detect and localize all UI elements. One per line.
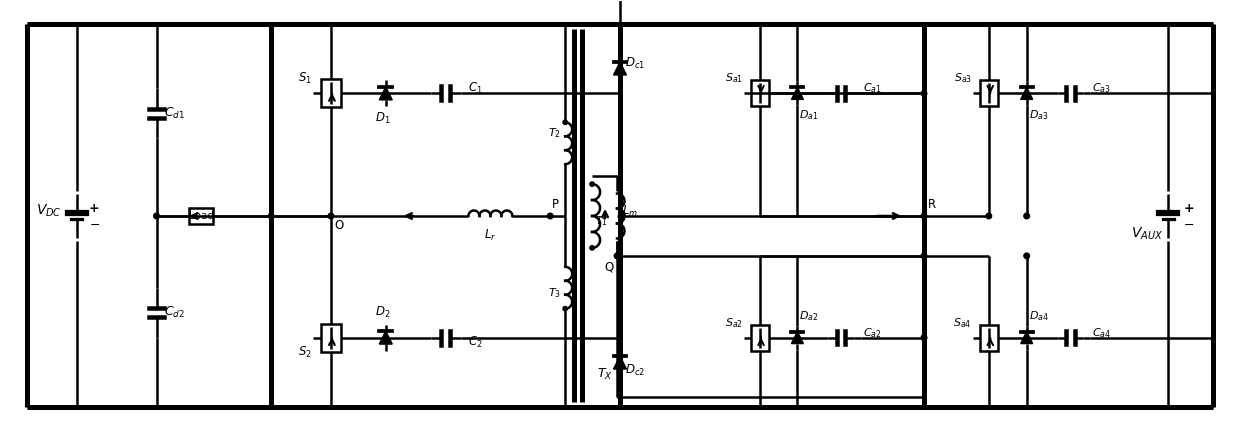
- Text: $D_{a1}$: $D_{a1}$: [800, 108, 818, 122]
- Circle shape: [329, 213, 334, 219]
- Text: Q: Q: [605, 261, 614, 274]
- Text: $V_{DC}$: $V_{DC}$: [36, 203, 62, 219]
- Text: $L_m$: $L_m$: [622, 203, 639, 219]
- Text: $S_{a2}$: $S_{a2}$: [724, 316, 743, 330]
- Bar: [190, 208, 213, 224]
- Text: $S_{a1}$: $S_{a1}$: [724, 71, 743, 85]
- Polygon shape: [379, 331, 392, 344]
- Polygon shape: [791, 87, 804, 99]
- Text: $D_{c1}$: $D_{c1}$: [625, 56, 645, 71]
- Text: $D_{c2}$: $D_{c2}$: [625, 363, 645, 378]
- Text: $C_2$: $C_2$: [469, 335, 484, 350]
- Text: $-$: $-$: [89, 217, 100, 230]
- Bar: [321, 324, 341, 351]
- Text: O: O: [334, 219, 343, 232]
- Circle shape: [921, 213, 926, 219]
- Text: $S_1$: $S_1$: [298, 71, 312, 86]
- Text: $S_{a4}$: $S_{a4}$: [954, 316, 972, 330]
- Polygon shape: [791, 332, 804, 344]
- Circle shape: [590, 182, 594, 186]
- Bar: [750, 325, 769, 351]
- Circle shape: [986, 213, 992, 219]
- Text: $C_{a3}$: $C_{a3}$: [1092, 81, 1111, 95]
- Polygon shape: [1021, 332, 1033, 344]
- Text: Load: Load: [188, 211, 213, 221]
- Text: $D_{a3}$: $D_{a3}$: [1029, 108, 1048, 122]
- Text: P: P: [552, 198, 559, 211]
- Text: +: +: [89, 202, 99, 214]
- Text: $S_{a3}$: $S_{a3}$: [954, 71, 972, 85]
- Circle shape: [921, 335, 926, 340]
- Text: $T_1$: $T_1$: [595, 214, 608, 228]
- Polygon shape: [1021, 87, 1033, 99]
- Circle shape: [921, 253, 926, 259]
- Text: $D_1$: $D_1$: [374, 111, 391, 126]
- Circle shape: [563, 306, 568, 311]
- Text: $D_2$: $D_2$: [374, 305, 391, 320]
- Circle shape: [154, 213, 159, 219]
- Circle shape: [614, 253, 620, 259]
- Polygon shape: [614, 62, 626, 75]
- Polygon shape: [614, 356, 626, 369]
- Circle shape: [547, 213, 553, 219]
- Bar: [321, 80, 341, 107]
- Text: $C_{a4}$: $C_{a4}$: [1092, 326, 1111, 339]
- Text: $-$: $-$: [1183, 217, 1194, 230]
- Circle shape: [590, 246, 594, 250]
- Bar: [750, 80, 769, 106]
- Polygon shape: [379, 87, 392, 100]
- Circle shape: [268, 213, 274, 219]
- Text: $D_{a4}$: $D_{a4}$: [1029, 309, 1049, 323]
- Text: $T_2$: $T_2$: [548, 126, 562, 140]
- Text: $S_2$: $S_2$: [298, 345, 312, 360]
- Text: $L_r$: $L_r$: [485, 228, 496, 243]
- Circle shape: [1024, 253, 1029, 259]
- Text: +: +: [1183, 202, 1194, 214]
- Bar: [980, 80, 998, 106]
- Text: $C_{a2}$: $C_{a2}$: [863, 326, 882, 339]
- Text: $C_{a1}$: $C_{a1}$: [863, 81, 882, 95]
- Text: $T_X$: $T_X$: [598, 367, 613, 383]
- Circle shape: [563, 120, 568, 125]
- Text: $V_{AUX}$: $V_{AUX}$: [1131, 226, 1163, 242]
- Text: R: R: [928, 198, 936, 211]
- Circle shape: [1024, 213, 1029, 219]
- Text: $C_{d2}$: $C_{d2}$: [165, 305, 185, 320]
- Text: $C_{d1}$: $C_{d1}$: [165, 106, 186, 121]
- Text: $C_1$: $C_1$: [469, 81, 484, 96]
- Text: $T_3$: $T_3$: [548, 286, 562, 300]
- Circle shape: [921, 91, 926, 96]
- Bar: [980, 325, 998, 351]
- Text: $D_{a2}$: $D_{a2}$: [800, 309, 818, 323]
